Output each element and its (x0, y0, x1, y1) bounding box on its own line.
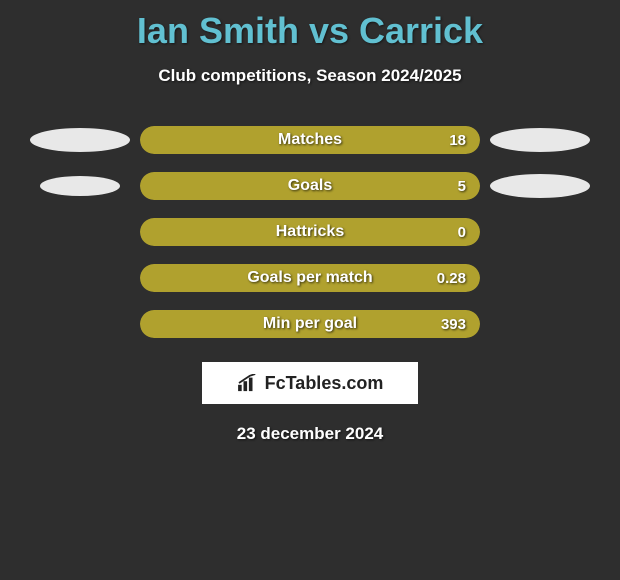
right-pill-slot (490, 266, 590, 290)
stat-value: 5 (458, 178, 466, 195)
fctables-logo: FcTables.com (202, 362, 418, 404)
stat-bar: Matches18 (140, 126, 480, 154)
right-pill-slot (490, 128, 590, 152)
stat-value: 0.28 (437, 270, 466, 287)
right-pill (490, 174, 590, 198)
left-pill-slot (30, 312, 130, 336)
left-pill (30, 128, 130, 152)
right-pill-slot (490, 312, 590, 336)
stat-label: Goals per match (140, 269, 480, 287)
stat-bar: Goals5 (140, 172, 480, 200)
left-pill-slot (30, 128, 130, 152)
chart-icon (237, 374, 259, 392)
stat-label: Matches (140, 131, 480, 149)
right-pill-slot (490, 220, 590, 244)
stat-row: Goals5 (0, 172, 620, 200)
stat-bar: Min per goal393 (140, 310, 480, 338)
stat-bar: Goals per match0.28 (140, 264, 480, 292)
stat-bar: Hattricks0 (140, 218, 480, 246)
stat-value: 0 (458, 224, 466, 241)
left-pill-slot (30, 174, 130, 198)
stat-value: 393 (441, 316, 466, 333)
stat-row: Min per goal393 (0, 310, 620, 338)
stat-row: Hattricks0 (0, 218, 620, 246)
stat-label: Hattricks (140, 223, 480, 241)
right-pill-slot (490, 174, 590, 198)
left-pill-slot (30, 220, 130, 244)
stat-label: Goals (140, 177, 480, 195)
logo-text: FcTables.com (265, 373, 384, 394)
stat-row: Goals per match0.28 (0, 264, 620, 292)
date-text: 23 december 2024 (0, 424, 620, 444)
stat-value: 18 (449, 132, 466, 149)
left-pill-slot (30, 266, 130, 290)
stat-row: Matches18 (0, 126, 620, 154)
subtitle: Club competitions, Season 2024/2025 (0, 66, 620, 86)
page-title: Ian Smith vs Carrick (0, 0, 620, 52)
left-pill (40, 176, 120, 196)
stat-label: Min per goal (140, 315, 480, 333)
comparison-chart: Matches18 Goals5 Hattricks0 Goals per match… (0, 126, 620, 338)
right-pill (490, 128, 590, 152)
